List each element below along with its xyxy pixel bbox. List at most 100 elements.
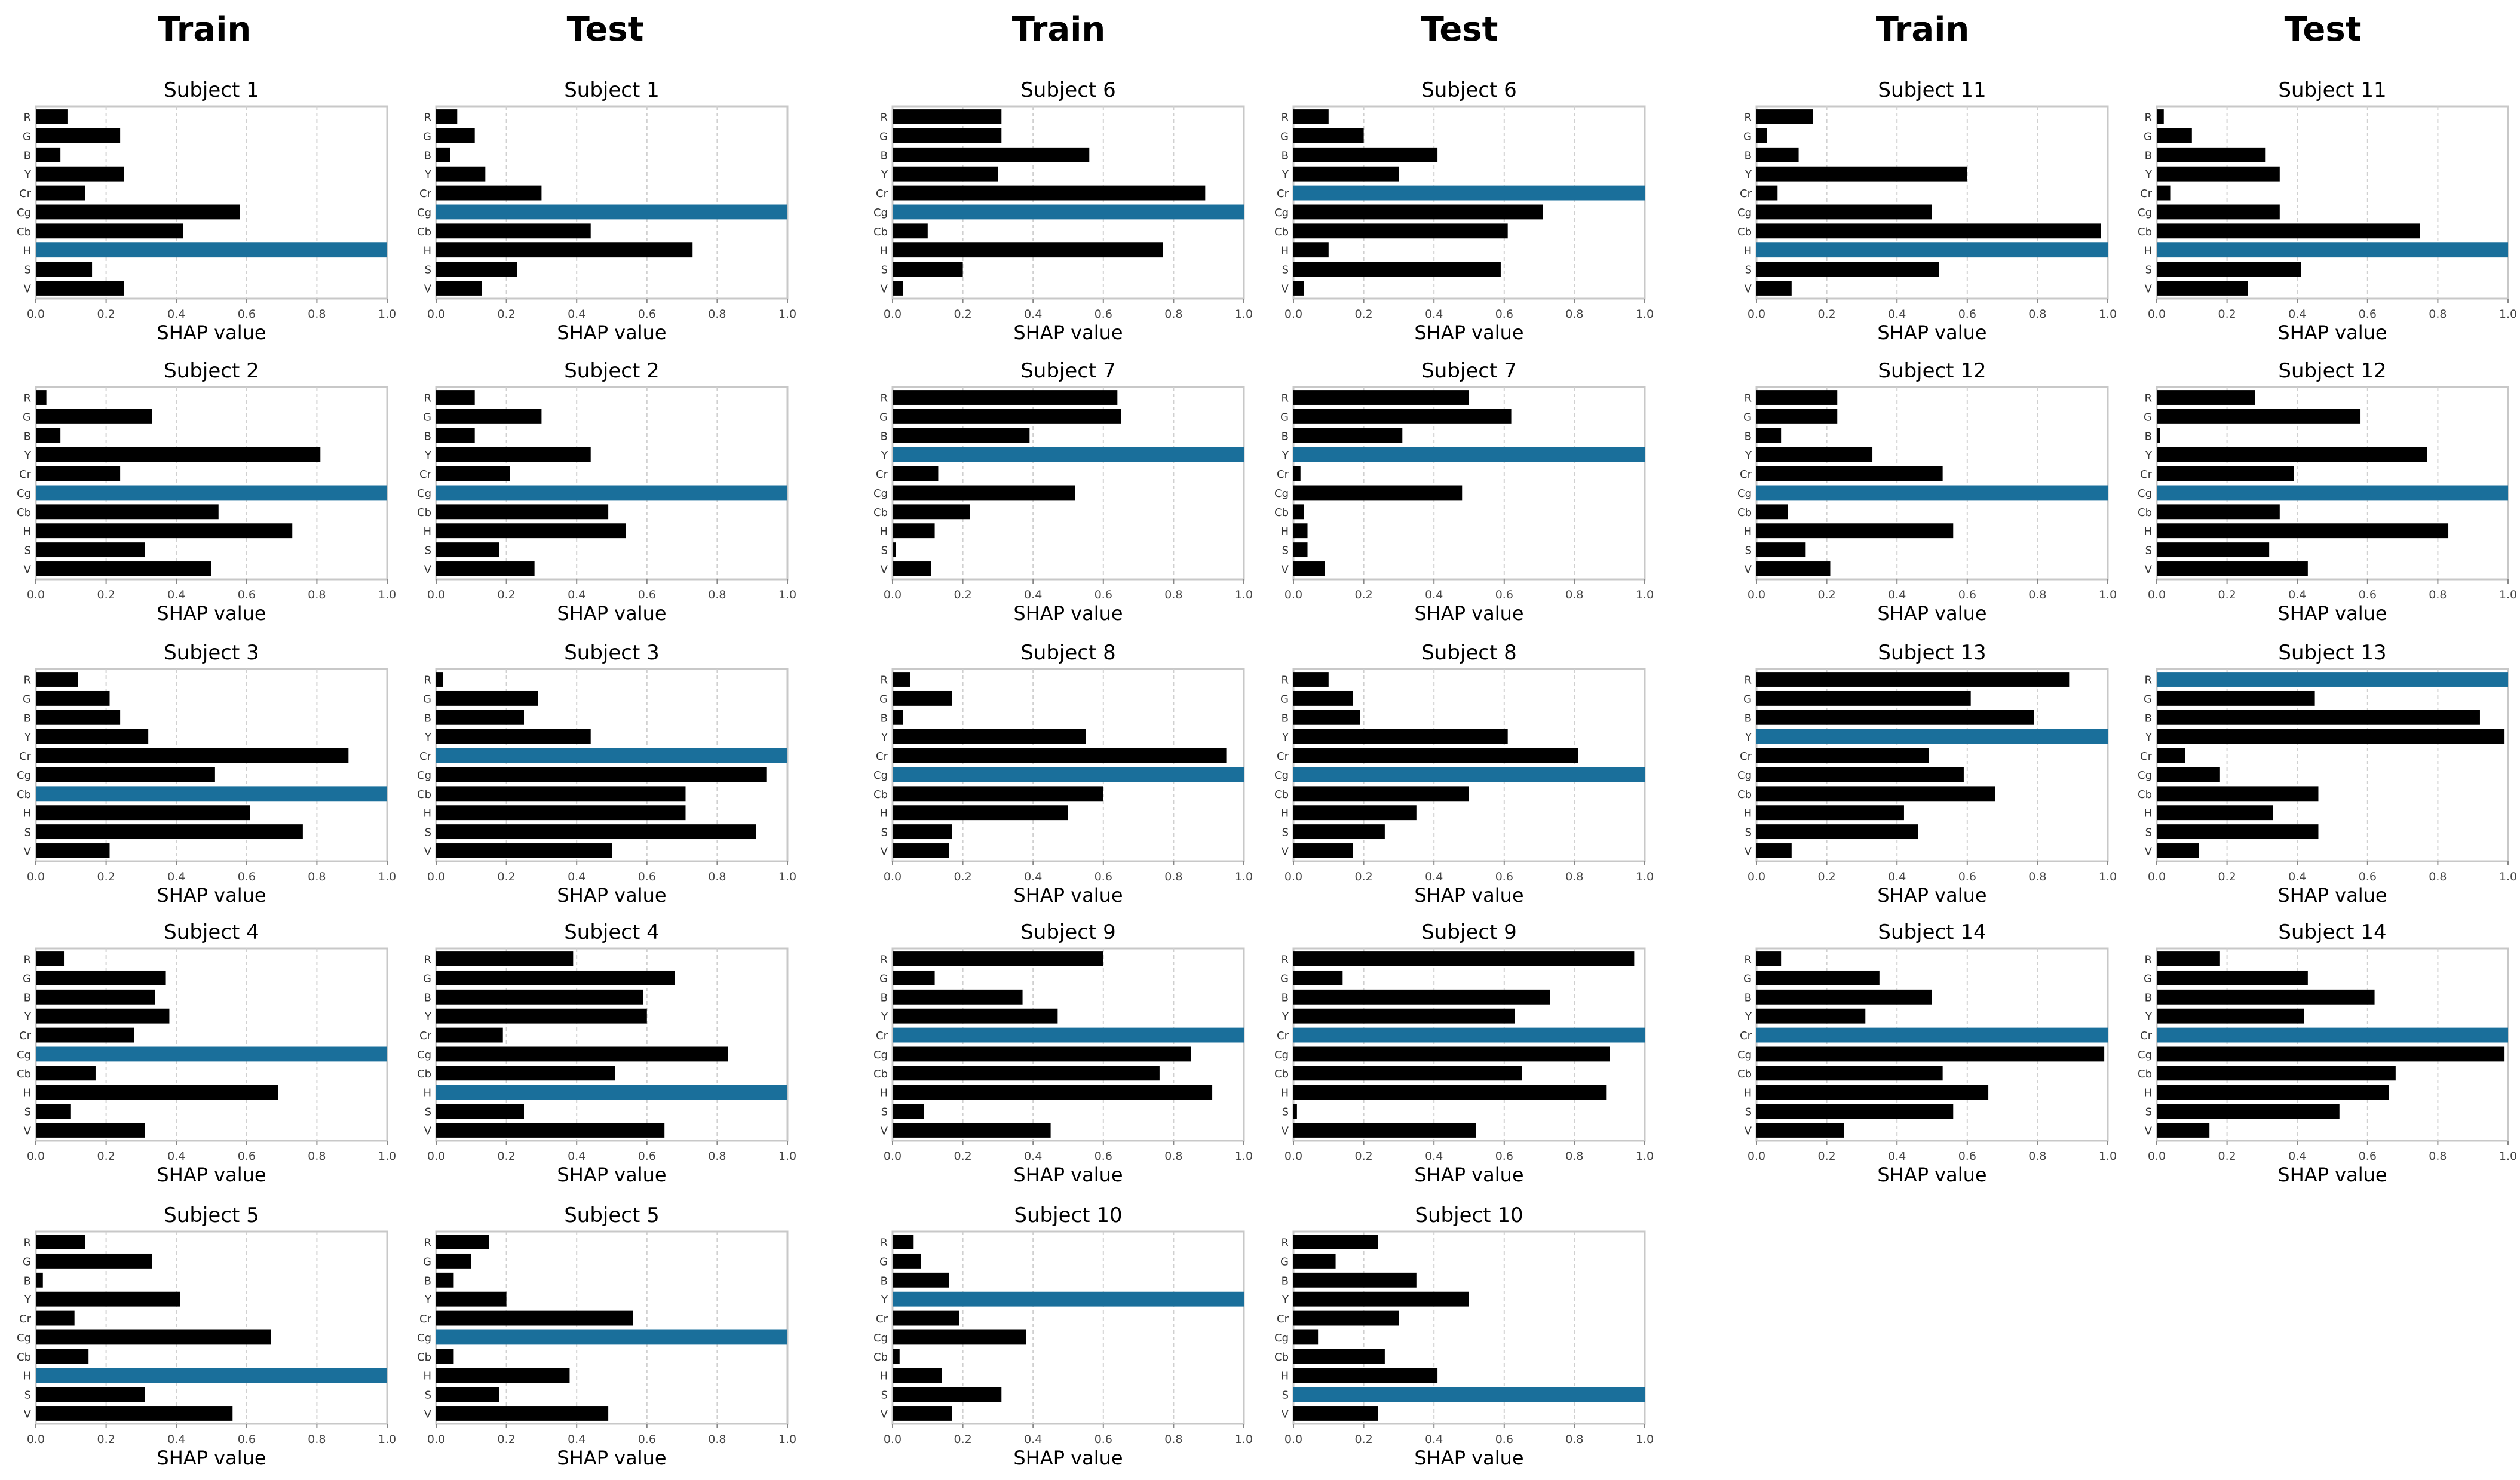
y-tick-label-subject-6-train: Cr	[876, 188, 888, 200]
y-tick-label-subject-4-test: Cg	[417, 1049, 431, 1061]
y-tick-label-subject-11-test: V	[2145, 283, 2153, 295]
y-tick-label-subject-6-train: G	[879, 130, 888, 143]
x-tick-label-subject-8-train: 0.4	[1024, 870, 1042, 883]
y-tick-label-subject-1-test: H	[423, 245, 431, 257]
x-tick-label-subject-14-test: 0.4	[2288, 1150, 2306, 1163]
bar-g-subject-8-test	[1293, 690, 1353, 706]
bar-b-subject-4-train	[36, 989, 155, 1005]
bar-cb-subject-3-test	[436, 786, 686, 802]
bar-g-subject-5-train	[36, 1253, 152, 1269]
y-tick-label-subject-2-test: H	[423, 526, 431, 538]
bar-cr-subject-12-test	[2157, 466, 2294, 481]
y-tick-label-subject-13-test: G	[2144, 693, 2152, 705]
y-tick-label-subject-12-train: V	[1745, 563, 1752, 576]
bar-cr-subject-14-test	[2157, 1027, 2508, 1043]
y-tick-label-subject-9-test: Cb	[1274, 1068, 1289, 1080]
bar-cb-subject-14-test	[2157, 1066, 2396, 1081]
y-tick-label-subject-14-train: Cg	[1737, 1049, 1752, 1061]
bar-y-subject-7-test	[1293, 447, 1645, 462]
y-tick-label-subject-14-train: B	[1745, 991, 1752, 1004]
y-tick-label-subject-1-test: Y	[424, 168, 432, 181]
bar-cb-subject-2-train	[36, 504, 219, 520]
y-tick-label-subject-10-test: B	[1282, 1275, 1289, 1287]
y-tick-label-subject-13-train: G	[1743, 693, 1752, 705]
y-tick-label-subject-9-test: R	[1281, 954, 1289, 966]
x-tick-label-subject-14-train: 0.0	[1748, 1150, 1765, 1163]
bar-cg-subject-5-test	[436, 1329, 787, 1345]
y-tick-label-subject-8-test: S	[1282, 827, 1289, 839]
bar-y-subject-6-train	[893, 166, 998, 182]
bar-cr-subject-14-train	[1756, 1027, 2108, 1043]
bar-b-subject-12-train	[1756, 428, 1782, 443]
bar-r-subject-2-train	[36, 390, 47, 405]
bar-h-subject-14-test	[2157, 1085, 2389, 1100]
x-tick-label-subject-8-train: 0.2	[954, 870, 971, 883]
y-tick-label-subject-12-test: G	[2144, 411, 2152, 423]
y-tick-label-subject-8-train: Cg	[873, 769, 888, 782]
bar-cb-subject-11-train	[1756, 223, 2101, 239]
bar-cg-subject-8-test	[1293, 767, 1645, 782]
bar-y-subject-3-test	[436, 729, 591, 744]
y-tick-label-subject-9-train: S	[881, 1106, 888, 1119]
y-tick-label-subject-9-train: Cr	[876, 1030, 888, 1042]
bar-v-subject-7-train	[893, 561, 931, 576]
x-tick-label-subject-3-train: 0.8	[308, 870, 326, 883]
bar-h-subject-3-test	[436, 805, 686, 821]
y-tick-label-subject-5-train: B	[24, 1275, 31, 1287]
x-axis-label-subject-8-test: SHAP value	[1414, 884, 1523, 907]
y-tick-label-subject-4-test: V	[424, 1125, 432, 1137]
x-axis-label-subject-12-train: SHAP value	[1877, 602, 1986, 625]
x-tick-label-subject-6-test: 0.8	[1565, 308, 1583, 321]
y-tick-label-subject-3-test: S	[425, 827, 431, 839]
y-tick-label-subject-3-train: Cg	[17, 769, 31, 782]
bar-cg-subject-14-train	[1756, 1046, 2105, 1062]
y-tick-label-subject-9-test: Y	[1282, 1011, 1289, 1023]
panel-title-subject-6-test: Subject 6	[1421, 78, 1517, 102]
x-axis-label-subject-11-train: SHAP value	[1877, 321, 1986, 344]
y-tick-label-subject-9-test: G	[1280, 972, 1289, 985]
y-tick-label-subject-10-train: R	[880, 1237, 888, 1249]
y-tick-label-subject-8-train: Y	[881, 731, 888, 744]
bar-s-subject-4-train	[36, 1104, 71, 1119]
bar-cb-subject-13-test	[2157, 786, 2319, 802]
y-tick-label-subject-9-train: B	[881, 991, 888, 1004]
x-tick-label-subject-1-train: 0.4	[167, 308, 185, 321]
x-axis-label-subject-12-test: SHAP value	[2277, 602, 2387, 625]
bar-r-subject-13-test	[2157, 672, 2508, 687]
y-tick-label-subject-6-test: B	[1282, 149, 1289, 162]
bar-h-subject-5-train	[36, 1368, 387, 1383]
y-tick-label-subject-14-test: Cb	[2138, 1068, 2152, 1080]
y-tick-label-subject-2-train: S	[24, 545, 31, 557]
column-header-test: Test	[2285, 10, 2362, 49]
y-tick-label-subject-12-train: Cg	[1737, 487, 1752, 500]
bar-h-subject-13-train	[1756, 805, 1904, 821]
bar-h-subject-12-train	[1756, 523, 1954, 539]
bar-v-subject-6-train	[893, 281, 903, 296]
bar-b-subject-11-train	[1756, 147, 1799, 162]
x-tick-label-subject-8-test: 0.4	[1425, 870, 1443, 883]
bar-cb-subject-12-train	[1756, 504, 1788, 520]
panel-title-subject-5-test: Subject 5	[564, 1203, 660, 1227]
x-axis-label-subject-10-train: SHAP value	[1013, 1447, 1123, 1469]
y-tick-label-subject-13-train: H	[1743, 807, 1752, 820]
panel-title-subject-2-train: Subject 2	[164, 359, 259, 383]
column-header-train: Train	[158, 10, 252, 49]
x-tick-label-subject-14-train: 0.2	[1817, 1150, 1835, 1163]
bar-s-subject-5-test	[436, 1387, 499, 1402]
y-tick-label-subject-8-test: G	[1280, 693, 1289, 705]
y-tick-label-subject-3-test: Cb	[417, 788, 431, 801]
bar-g-subject-12-test	[2157, 409, 2361, 424]
bar-y-subject-4-train	[36, 1008, 170, 1024]
bar-cb-subject-1-train	[36, 223, 183, 239]
x-axis-label-subject-13-test: SHAP value	[2277, 884, 2387, 907]
bar-y-subject-4-test	[436, 1008, 647, 1024]
y-tick-label-subject-4-test: H	[423, 1087, 431, 1100]
x-tick-label-subject-4-test: 0.4	[568, 1150, 585, 1163]
bar-cg-subject-8-train	[893, 767, 1244, 782]
bar-g-subject-14-train	[1756, 970, 1880, 985]
y-tick-label-subject-7-train: Y	[881, 449, 888, 462]
bar-v-subject-2-train	[36, 561, 211, 576]
y-tick-label-subject-4-train: Cb	[17, 1068, 31, 1080]
y-tick-label-subject-7-test: R	[1281, 392, 1289, 405]
y-tick-label-subject-13-test: B	[2145, 712, 2152, 724]
